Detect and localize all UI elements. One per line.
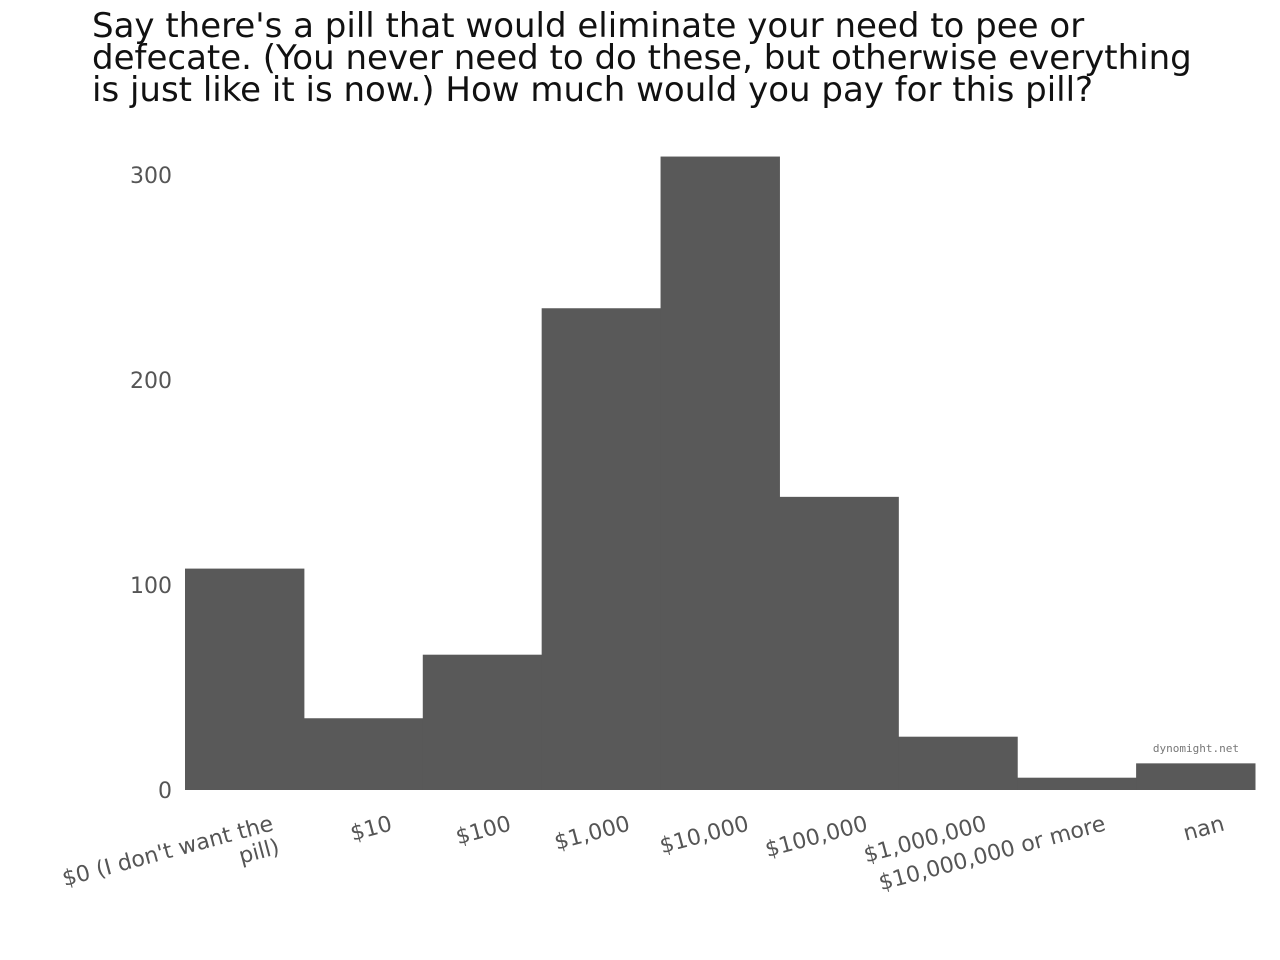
chart-title-line: is just like it is now.) How much would …	[92, 70, 1094, 110]
bar	[303, 718, 424, 790]
bar	[1017, 777, 1137, 790]
bar	[779, 496, 899, 790]
x-tick-label: $10,000	[657, 812, 751, 860]
x-tick-label: $100,000	[763, 812, 871, 863]
x-tick-label: $100	[453, 812, 514, 851]
bar	[422, 654, 543, 790]
x-tick-label: $10	[348, 812, 395, 847]
y-tick-label: 300	[130, 164, 172, 189]
chart-title-line: Say there's a pill that would eliminate …	[92, 6, 1085, 46]
x-tick-label: nan	[1181, 812, 1227, 847]
bar	[185, 568, 305, 790]
y-tick-label: 200	[130, 369, 172, 394]
bar	[660, 156, 780, 791]
bar	[898, 736, 1018, 790]
credit-label: dynomight.net	[1153, 742, 1239, 755]
x-tick-label: $1,000	[552, 812, 633, 856]
bars-group	[185, 156, 1256, 791]
y-tick-label: 100	[130, 574, 172, 599]
bar	[1136, 763, 1256, 790]
bar	[541, 308, 662, 790]
y-tick-label: 0	[158, 779, 172, 804]
chart-title-line: defecate. (You never need to do these, b…	[92, 38, 1192, 78]
chart-title: Say there's a pill that would eliminate …	[92, 6, 1272, 110]
x-axis-ticks: $0 (I don't want thepill) $10 $100 $1,000 $1…	[60, 812, 1227, 916]
y-axis-ticks: 0 100 200 300	[130, 164, 172, 804]
x-tick-label: $0 (I don't want thepill)	[60, 812, 283, 916]
